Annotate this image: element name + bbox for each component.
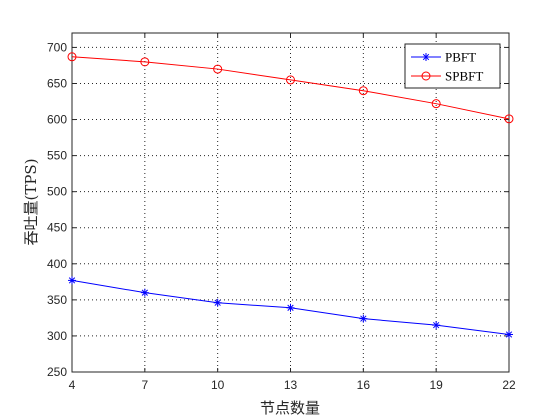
data-point: [359, 314, 368, 323]
legend: PBFT SPBFT: [404, 43, 501, 89]
x-tick-label: 4: [69, 378, 76, 392]
legend-label: PBFT: [445, 50, 476, 65]
y-tick-label: 700: [47, 40, 67, 54]
data-point: [67, 52, 77, 62]
data-point: [358, 86, 368, 96]
data-point: [140, 57, 150, 67]
series-spbft: [67, 52, 514, 124]
y-tick-label: 650: [47, 76, 67, 90]
data-point: [213, 64, 223, 74]
data-point: [505, 330, 513, 339]
legend-box: [404, 43, 501, 89]
data-point: [431, 99, 441, 109]
legend-label: SPBFT: [445, 69, 483, 84]
y-tick-label: 350: [47, 293, 67, 307]
y-tick-label: 400: [47, 257, 67, 271]
y-tick-label: 450: [47, 221, 67, 235]
x-tick-label: 19: [429, 378, 443, 392]
x-tick-label: 7: [141, 378, 148, 392]
x-tick-label: 16: [357, 378, 371, 392]
y-tick-label: 600: [47, 113, 67, 127]
data-point: [504, 114, 514, 124]
x-tick-label: 13: [284, 378, 298, 392]
data-point: [286, 303, 295, 312]
series-pbft: [68, 276, 513, 339]
x-tick-label: 10: [211, 378, 225, 392]
data-point: [286, 75, 295, 85]
data-point: [68, 276, 76, 285]
y-tick-label: 550: [47, 149, 67, 163]
y-tick-label: 500: [47, 185, 67, 199]
y-tick-label: 300: [47, 329, 67, 343]
legend-entry-spbft: SPBFT: [411, 69, 483, 84]
y-tick-label: 250: [47, 365, 67, 379]
x-tick-label: 22: [502, 378, 516, 392]
legend-entry-pbft: PBFT: [411, 50, 476, 65]
x-axis-title: 节点数量: [260, 399, 320, 417]
series-line: [71, 56, 510, 120]
series-layer: [67, 52, 514, 339]
y-axis-title: 吞吐量(TPS): [22, 158, 40, 245]
data-point: [140, 288, 149, 297]
data-point: [213, 298, 222, 307]
legend-marker: [422, 53, 430, 61]
x-axis-ticks: 4 7 10 13 16 19 22: [69, 33, 516, 392]
y-axis-ticks: 250 300 350 400 450 500 550 600 650 700: [47, 40, 509, 379]
legend-marker: [421, 71, 431, 81]
data-point: [432, 321, 441, 330]
